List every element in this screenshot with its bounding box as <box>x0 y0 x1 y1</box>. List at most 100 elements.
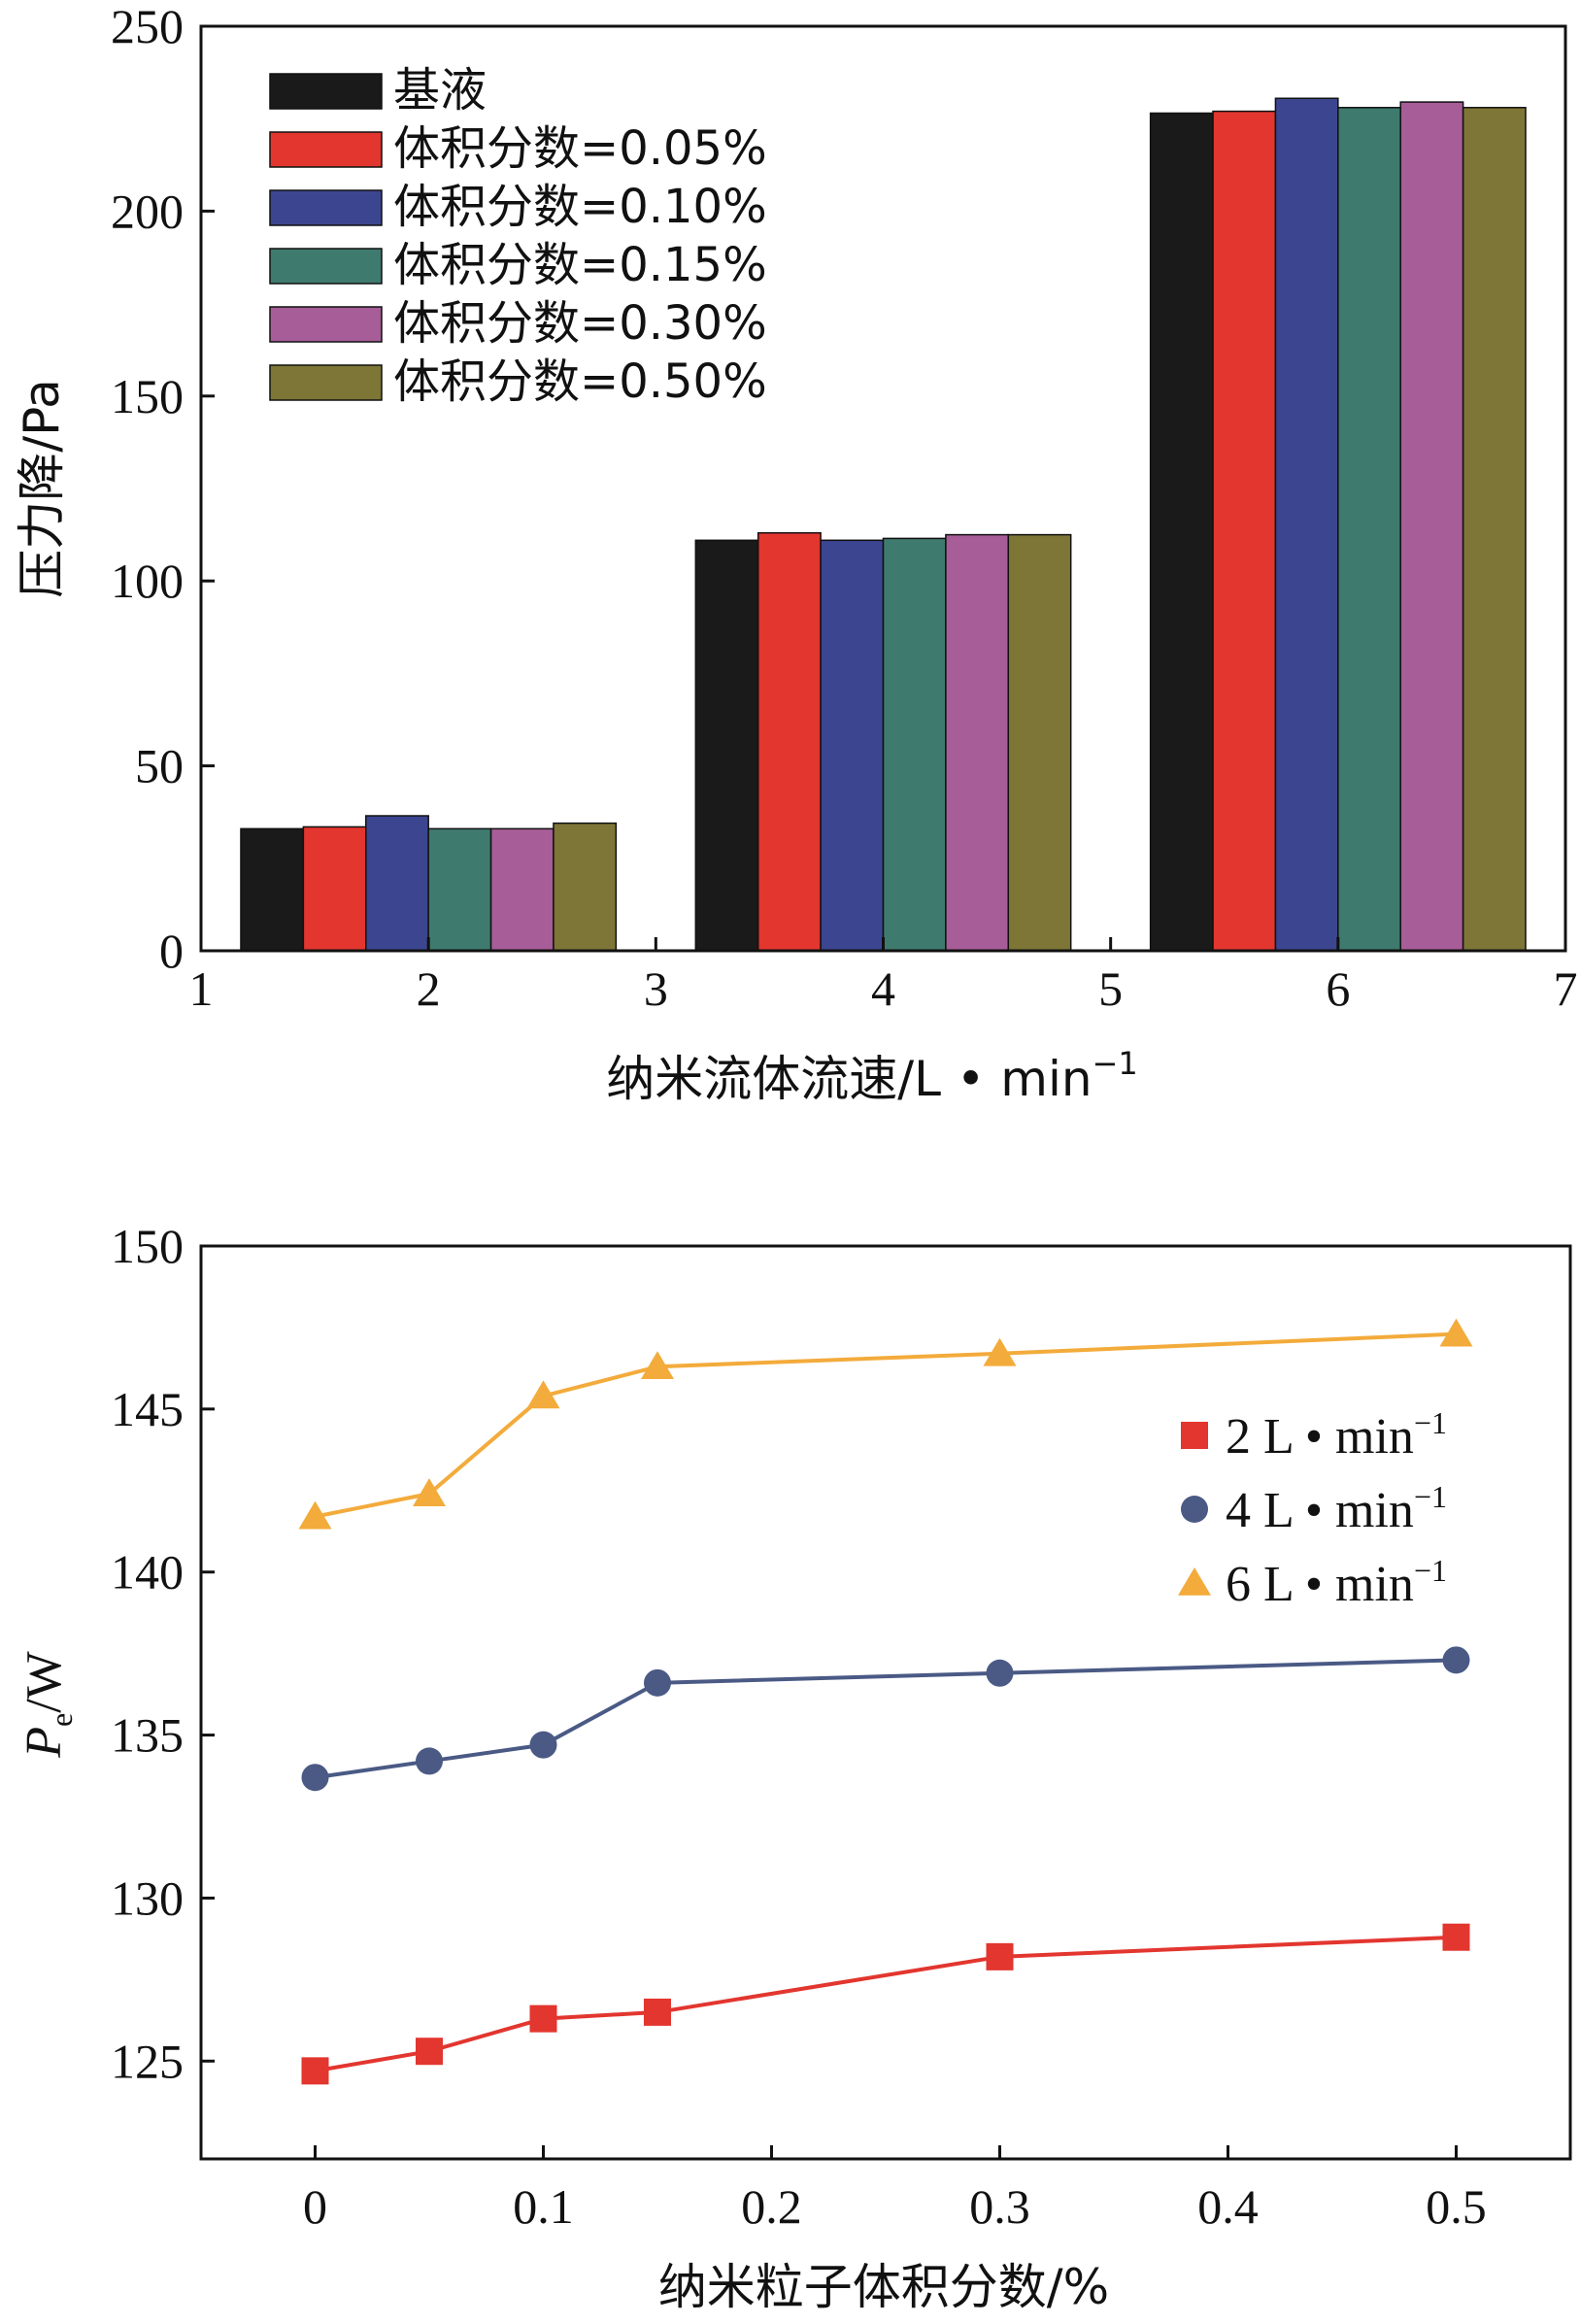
bar <box>1337 107 1401 952</box>
y-axis-label: 压力降/Pa <box>14 379 70 597</box>
bar <box>240 827 305 952</box>
x-tick-label: 6 <box>1326 961 1350 1016</box>
data-point <box>526 1380 560 1409</box>
data-point <box>529 2004 557 2033</box>
legend-label: 4 L • min−1 <box>1226 1479 1447 1538</box>
bar <box>553 822 618 952</box>
legend-label-superscript: −1 <box>1414 1405 1447 1440</box>
bar <box>1007 533 1072 952</box>
legend-swatch <box>269 306 383 343</box>
series-line <box>315 1935 1457 2073</box>
data-point <box>301 2057 329 2085</box>
legend-marker <box>1181 1496 1208 1523</box>
x-tick-label: 2 <box>417 961 441 1016</box>
x-tick-label: 7 <box>1554 961 1578 1016</box>
data-point <box>529 1731 557 1759</box>
legend-label: 2 L • min−1 <box>1226 1405 1447 1465</box>
x-tick-label: 5 <box>1098 961 1123 1016</box>
x-tick-label: 1 <box>189 961 214 1016</box>
legend-marker <box>1178 1567 1211 1596</box>
series-line <box>315 1331 1457 1519</box>
bar <box>1149 112 1214 952</box>
bar <box>1462 107 1527 952</box>
data-point <box>986 1942 1014 1970</box>
x-tick-label: 3 <box>644 961 668 1016</box>
bar <box>756 531 822 952</box>
x-tick-label: 0.3 <box>969 2179 1030 2234</box>
legend-swatch <box>269 131 383 168</box>
y-tick-label: 145 <box>111 1382 184 1436</box>
x-tick-label: 0 <box>303 2179 327 2234</box>
data-point <box>416 2038 443 2066</box>
y-axis-label: Pe/W <box>17 1651 79 1759</box>
legend-label: 体积分数=0.10% <box>393 180 767 234</box>
power-line-chart: 0 0.1 0.2 0.3 0.4 0.5 125 130 135 140 145 150 2 L … <box>17 1219 1572 2315</box>
x-axis-label: 纳米粒子体积分数/% <box>658 2259 1109 2315</box>
legend-swatch <box>269 73 383 110</box>
y-tick-label: 140 <box>111 1545 184 1600</box>
legend-label: 体积分数=0.05% <box>393 121 767 176</box>
legend-label-text: 6 L • min <box>1226 1557 1414 1612</box>
data-point <box>301 1764 329 1792</box>
legend-label: 体积分数=0.15% <box>393 238 767 292</box>
y-axis-label-unit: /W <box>17 1651 72 1713</box>
x-axis-label-text: 纳米流体流速/L • min <box>606 1051 1092 1107</box>
legend-label: 基液 <box>393 63 487 118</box>
bar <box>882 537 947 952</box>
y-tick-label: 150 <box>111 369 184 423</box>
y-tick-label: 0 <box>159 924 184 978</box>
y-tick-label: 200 <box>111 184 184 238</box>
legend-label-text: 2 L • min <box>1226 1409 1414 1465</box>
x-axis-label: 纳米流体流速/L • min−1 <box>606 1045 1137 1107</box>
legend-label: 6 L • min−1 <box>1226 1553 1447 1612</box>
y-axis-label-subscript: e <box>44 1713 79 1727</box>
y-tick-label: 250 <box>111 0 184 53</box>
bar <box>694 539 759 952</box>
bar <box>365 815 429 952</box>
bar-group <box>240 97 1527 952</box>
data-point <box>413 1478 446 1506</box>
bar <box>1399 101 1464 952</box>
y-tick-label: 130 <box>111 1870 184 1925</box>
data-point <box>644 1668 671 1697</box>
y-axis-label-symbol: P <box>17 1727 72 1759</box>
x-tick-label: 0.5 <box>1426 2179 1487 2234</box>
data-point <box>1442 1923 1470 1951</box>
data-point <box>641 1351 674 1380</box>
data-point <box>1442 1646 1470 1674</box>
x-tick-label: 0.2 <box>741 2179 802 2234</box>
legend-label: 体积分数=0.50% <box>393 354 767 409</box>
y-tick-label: 150 <box>111 1219 184 1273</box>
data-point <box>644 1998 671 2026</box>
y-tick-label: 100 <box>111 554 184 608</box>
y-tick-label: 135 <box>111 1708 184 1763</box>
x-axis-ticks: 0 0.1 0.2 0.3 0.4 0.5 <box>303 2145 1487 2234</box>
legend-label-superscript: −1 <box>1414 1553 1447 1588</box>
legend-swatch <box>269 364 383 401</box>
y-axis-ticks: 125 130 135 140 145 150 <box>111 1219 215 2088</box>
y-axis-ticks: 0 50 100 150 200 250 <box>111 0 215 978</box>
plot-frame <box>199 1244 1572 2161</box>
y-tick-label: 125 <box>111 2034 184 2088</box>
bar <box>820 539 885 952</box>
bar <box>945 533 1010 952</box>
x-tick-label: 0.1 <box>513 2179 574 2234</box>
data-point <box>416 1747 443 1775</box>
legend-label-superscript: −1 <box>1414 1479 1447 1514</box>
legend-marker <box>1181 1422 1208 1449</box>
data-point <box>986 1659 1014 1687</box>
series-lines <box>298 1318 1473 2085</box>
data-point <box>298 1500 332 1530</box>
series-line <box>315 1658 1457 1780</box>
data-point <box>983 1337 1017 1366</box>
x-axis-ticks: 1 2 3 4 5 6 7 <box>189 937 1578 1016</box>
legend-swatch <box>269 248 383 285</box>
bar <box>427 827 492 952</box>
y-tick-label: 50 <box>135 739 184 793</box>
x-axis-label-superscript: −1 <box>1093 1045 1138 1082</box>
legend: 2 L • min−14 L • min−16 L • min−1 <box>1178 1405 1447 1612</box>
legend-label-text: 4 L • min <box>1226 1483 1414 1538</box>
x-tick-label: 4 <box>871 961 895 1016</box>
